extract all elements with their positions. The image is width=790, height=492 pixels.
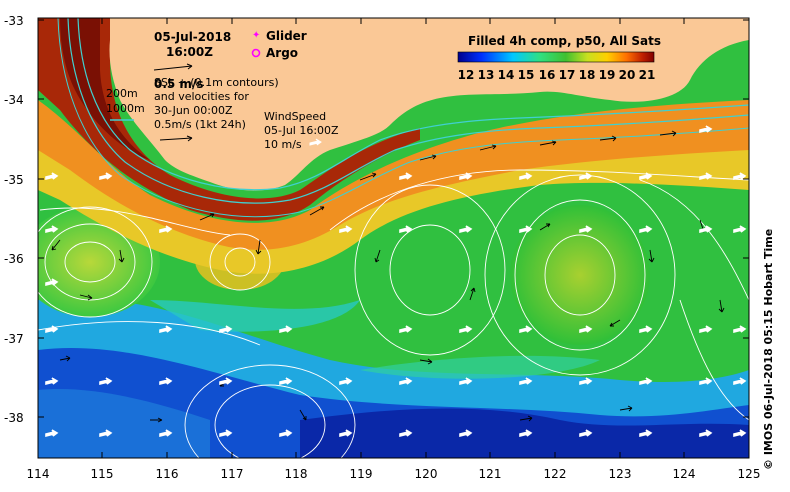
colorbar-tick: 13	[478, 68, 495, 82]
ssh-contours	[38, 169, 749, 458]
x-tick-label: 115	[91, 467, 114, 481]
colorbar	[457, 51, 655, 63]
x-tick-label: 116	[156, 467, 179, 481]
colorbar-tick: 20	[619, 68, 636, 82]
velocity-scale-label: 0.5 m/s	[154, 77, 203, 91]
map-date: 05-Jul-2018	[154, 30, 231, 44]
isobath-200m	[77, 18, 749, 191]
x-tick-label: 120	[415, 467, 438, 481]
colorbar-tick: 19	[599, 68, 616, 82]
ssh-scale-arrow-icon	[159, 137, 193, 141]
hot-core	[38, 18, 420, 221]
isobath-label-1000: 1000m	[106, 102, 145, 115]
y-tick-label: -34	[4, 93, 24, 107]
wind-arrows	[45, 125, 747, 438]
isobath-label-200: 200m	[106, 87, 138, 100]
legend-argo-label: Argo	[266, 46, 298, 60]
glider-marker-icon: ✦	[252, 30, 260, 41]
y-tick-label: -38	[4, 411, 24, 425]
wind-line-2: 05-Jul 16:00Z	[264, 124, 339, 137]
colorbar-tick: 14	[498, 68, 515, 82]
map-time: 16:00Z	[166, 45, 213, 59]
x-tick-label: 119	[350, 467, 373, 481]
isobath-1000m	[67, 18, 749, 204]
colorbar-tick: 15	[518, 68, 535, 82]
colorbar-tick: 16	[539, 68, 556, 82]
wind-scale-label: 10 m/s	[264, 138, 302, 151]
argo-marker-icon	[251, 48, 261, 58]
credit-label: © IMOS 06-Jul-2018 05:15 Hobart Time	[762, 228, 775, 470]
x-tick-label: 124	[673, 467, 696, 481]
y-tick-label: -33	[4, 14, 24, 28]
colorbar-tick: 21	[639, 68, 656, 82]
plot-frame	[37, 17, 750, 459]
colorbar-title: Filled 4h comp, p50, All Sats	[468, 34, 661, 48]
x-tick-label: 118	[285, 467, 308, 481]
y-tick-label: -35	[4, 173, 24, 187]
x-tick-label: 125	[738, 467, 761, 481]
y-tick-label: -36	[4, 252, 24, 266]
x-tick-label: 121	[479, 467, 502, 481]
colorbar-tick: 12	[458, 68, 475, 82]
x-tick-label: 123	[609, 467, 632, 481]
x-tick-label: 114	[27, 467, 50, 481]
y-tick-label: -37	[4, 332, 24, 346]
ssh-line-3: 30-Jun 00:00Z	[154, 104, 233, 117]
legend-glider-label: Glider	[266, 29, 307, 43]
wind-scale-arrow-icon	[309, 138, 322, 146]
ssh-line-2: and velocities for	[154, 90, 249, 103]
x-tick-label: 117	[221, 467, 244, 481]
ssh-scale-label: 0.5m/s (1kt 24h)	[154, 118, 246, 131]
wind-line-1: WindSpeed	[264, 110, 326, 123]
x-tick-label: 122	[544, 467, 567, 481]
colorbar-tick: 18	[579, 68, 596, 82]
velocity-scale-arrow-icon	[153, 65, 193, 71]
warm-core	[38, 100, 749, 250]
ssh-line-1: SSL + (0.1m contours)	[154, 76, 279, 89]
colorbar-tick: 17	[559, 68, 576, 82]
warm-eddy-east	[510, 205, 650, 345]
